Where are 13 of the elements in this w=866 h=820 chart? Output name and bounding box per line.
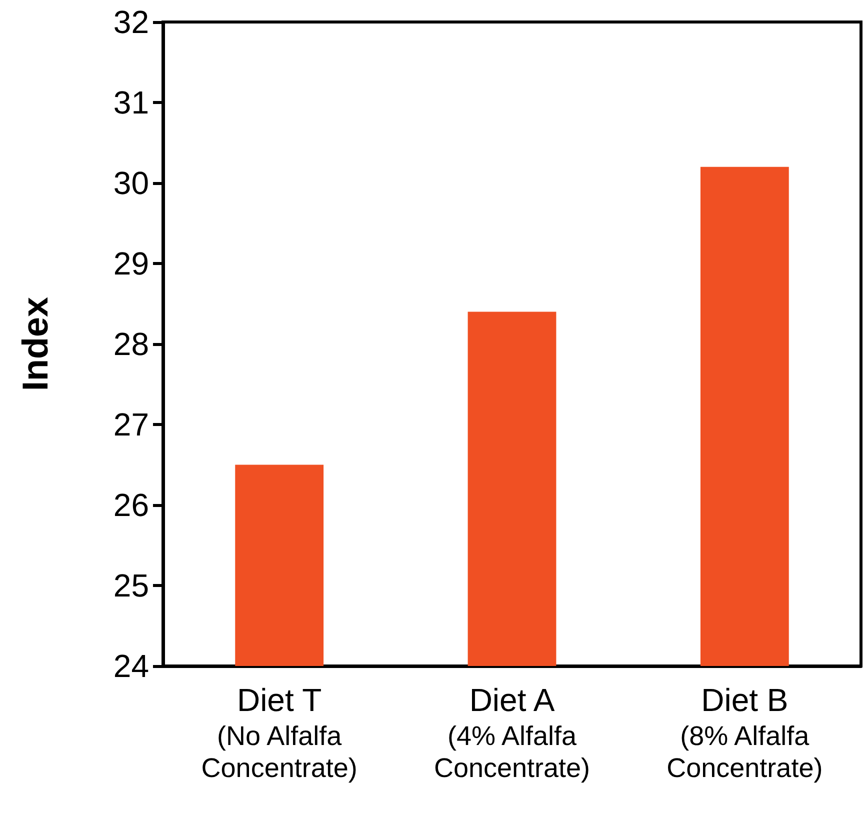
y-tick-label: 31 [113, 84, 149, 120]
y-tick-label: 32 [113, 4, 149, 40]
y-tick-label: 25 [113, 568, 149, 604]
y-tick-label: 28 [113, 326, 149, 362]
y-tick-label: 30 [113, 165, 149, 201]
y-tick-label: 29 [113, 246, 149, 282]
y-axis-title: Index [14, 296, 56, 392]
y-tick-label: 24 [113, 648, 149, 684]
y-tick-label: 26 [113, 487, 149, 523]
x-tick-label: Diet A (4% Alfalfa Concentrate) [434, 682, 590, 783]
y-tick-label: 27 [113, 406, 149, 442]
x-tick-label: Diet B (8% Alfalfa Concentrate) [666, 682, 823, 783]
x-tick-label: Diet T (No Alfalfa Concentrate) [201, 682, 358, 783]
